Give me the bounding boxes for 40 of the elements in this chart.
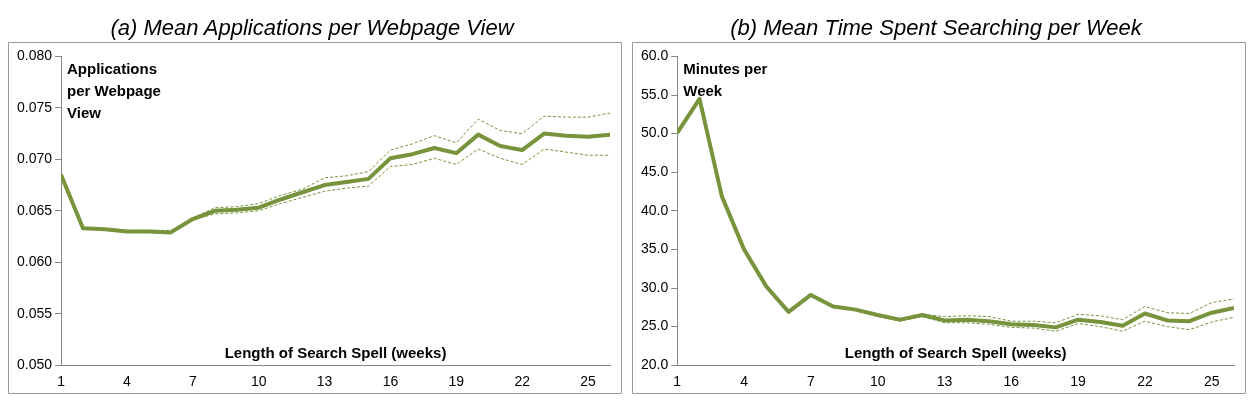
y-tick-label: 40.0: [641, 201, 669, 218]
y-tick-label: 20.0: [641, 356, 669, 373]
x-axis-title: Length of Search Spell (weeks): [224, 343, 447, 361]
x-tick-label: 13: [936, 373, 953, 390]
x-tick-label: 25: [580, 373, 597, 390]
y-tick-label: 0.075: [16, 98, 53, 115]
x-tick-label: 19: [448, 373, 465, 390]
x-tick-label: 10: [250, 373, 267, 390]
x-tick-label: 22: [1137, 373, 1153, 390]
y-axis-title: Minutes per Week: [683, 60, 768, 100]
y-tick-label: 0.050: [16, 356, 53, 373]
x-tick-label: 16: [1003, 373, 1020, 390]
y-tick-label: 0.060: [16, 253, 53, 270]
y-tick-label: 50.0: [641, 124, 669, 141]
x-tick-label: 4: [123, 373, 132, 390]
chart-title: (a) Mean Applications per Webpage View: [110, 15, 516, 41]
y-tick-label: 45.0: [641, 163, 669, 180]
x-tick-label: 7: [188, 373, 197, 390]
y-tick-label: 0.080: [16, 47, 53, 64]
y-axis-title: Applications per Webpage View: [67, 60, 161, 122]
y-tick-label: 25.0: [641, 317, 669, 334]
x-tick-label: 22: [514, 373, 531, 390]
x-tick-label: 10: [869, 373, 886, 390]
y-tick-label: 60.0: [641, 47, 669, 64]
y-tick-label: 0.055: [16, 304, 53, 321]
chart-title: (b) Mean Time Spent Searching per Week: [730, 15, 1143, 41]
x-tick-label: 25: [1203, 373, 1220, 390]
x-tick-label: 16: [382, 373, 399, 390]
x-tick-label: 4: [740, 373, 749, 390]
y-tick-label: 35.0: [641, 240, 669, 257]
y-tick-label: 0.070: [16, 150, 53, 167]
x-tick-label: 1: [673, 373, 682, 390]
y-tick-label: 55.0: [641, 85, 669, 102]
x-tick-label: 1: [57, 373, 66, 390]
y-tick-label: 30.0: [641, 278, 669, 295]
x-axis-title: Length of Search Spell (weeks): [844, 343, 1067, 361]
x-tick-label: 13: [316, 373, 333, 390]
x-tick-label: 7: [806, 373, 815, 390]
x-tick-label: 19: [1070, 373, 1087, 390]
y-tick-label: 0.065: [16, 201, 53, 218]
